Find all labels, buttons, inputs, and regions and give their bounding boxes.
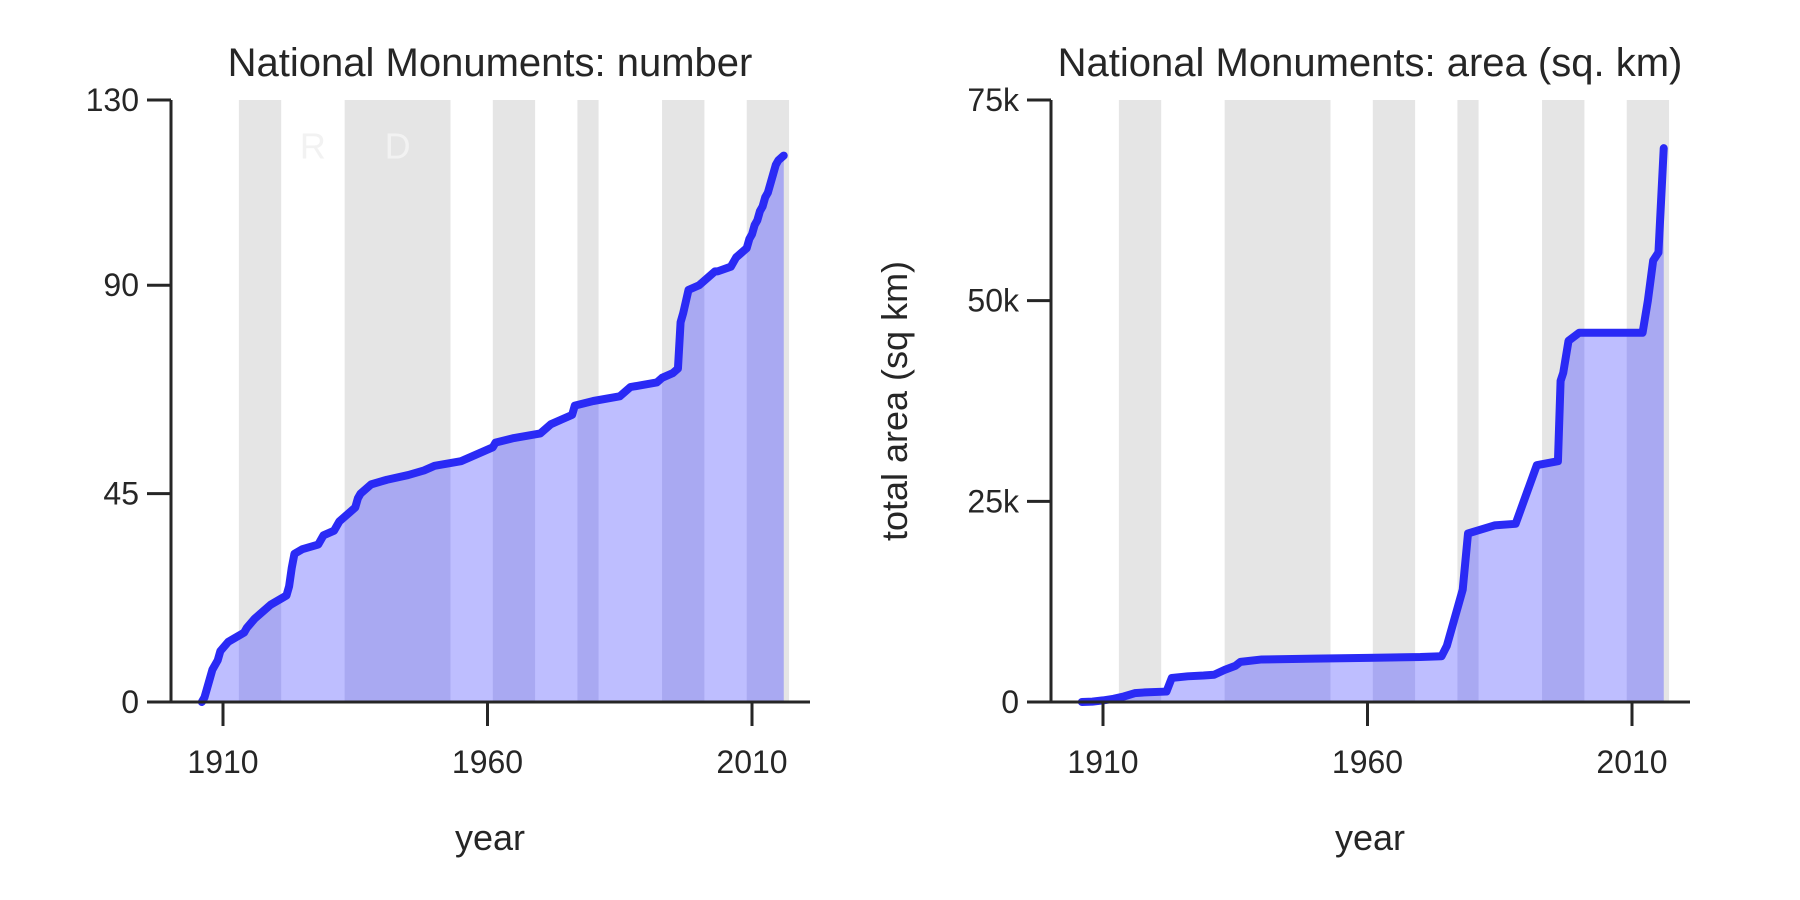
series-line-0 [1077, 144, 1668, 706]
x-axis-label: year [455, 817, 525, 858]
y-tick-label: 90 [103, 267, 139, 303]
area-band-5 [746, 155, 784, 702]
y-tick-label: 75k [967, 82, 1020, 118]
y-tick-label: 50k [967, 283, 1020, 319]
area-fill-0 [1081, 148, 1664, 702]
y-tick-label: 0 [1001, 684, 1019, 720]
y-axis-label: total area (sq km) [874, 261, 915, 541]
area-fill-0 [201, 155, 784, 703]
chart-title: National Monuments: number [228, 41, 753, 85]
party-label-D: D [385, 125, 411, 166]
x-tick-label: 1960 [452, 744, 523, 780]
x-axis-label: year [1335, 817, 1405, 858]
x-tick-label: 1960 [1332, 744, 1403, 780]
y-tick-label: 25k [967, 483, 1020, 519]
x-tick-label: 1910 [187, 744, 258, 780]
x-tick-label: 1910 [1067, 744, 1138, 780]
x-tick-label: 2010 [1596, 744, 1667, 780]
x-tick-label: 2010 [716, 744, 787, 780]
chart-panel-area: 0 25k 50k 75k 1910 1960 2010 National Monuments… [874, 41, 1690, 858]
chart-panel-number: 0 45 90 130 1910 1960 2010 National Monuments: … [86, 41, 810, 858]
y-tick-label: 45 [103, 476, 139, 512]
series-line-0 [197, 151, 788, 706]
shaded-period-0 [1118, 100, 1162, 702]
shaded-period-2 [1372, 100, 1416, 702]
shaded-period-1 [1224, 100, 1331, 702]
chart-title: National Monuments: area (sq. km) [1058, 41, 1683, 85]
y-tick-label: 0 [121, 684, 139, 720]
y-tick-label: 130 [86, 82, 139, 118]
party-label-R: R [300, 125, 326, 166]
